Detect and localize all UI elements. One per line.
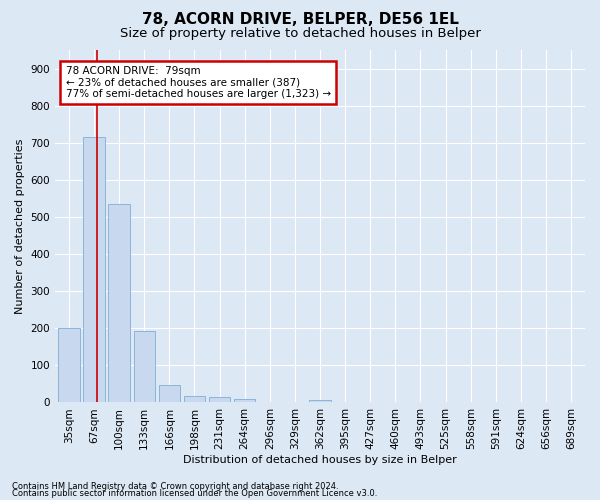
Bar	[58, 328, 80, 402]
Bar	[109, 204, 130, 402]
Text: Contains public sector information licensed under the Open Government Licence v3: Contains public sector information licen…	[12, 489, 377, 498]
Bar	[234, 398, 256, 402]
Text: Contains HM Land Registry data © Crown copyright and database right 2024.: Contains HM Land Registry data © Crown c…	[12, 482, 338, 491]
Bar	[83, 137, 104, 402]
Bar	[158, 386, 180, 402]
Bar	[184, 396, 205, 402]
X-axis label: Distribution of detached houses by size in Belper: Distribution of detached houses by size …	[183, 455, 457, 465]
Y-axis label: Number of detached properties: Number of detached properties	[15, 138, 25, 314]
Text: 78, ACORN DRIVE, BELPER, DE56 1EL: 78, ACORN DRIVE, BELPER, DE56 1EL	[142, 12, 458, 28]
Text: 78 ACORN DRIVE:  79sqm
← 23% of detached houses are smaller (387)
77% of semi-de: 78 ACORN DRIVE: 79sqm ← 23% of detached …	[65, 66, 331, 99]
Bar	[134, 331, 155, 402]
Bar	[209, 398, 230, 402]
Bar	[310, 400, 331, 402]
Text: Size of property relative to detached houses in Belper: Size of property relative to detached ho…	[119, 28, 481, 40]
